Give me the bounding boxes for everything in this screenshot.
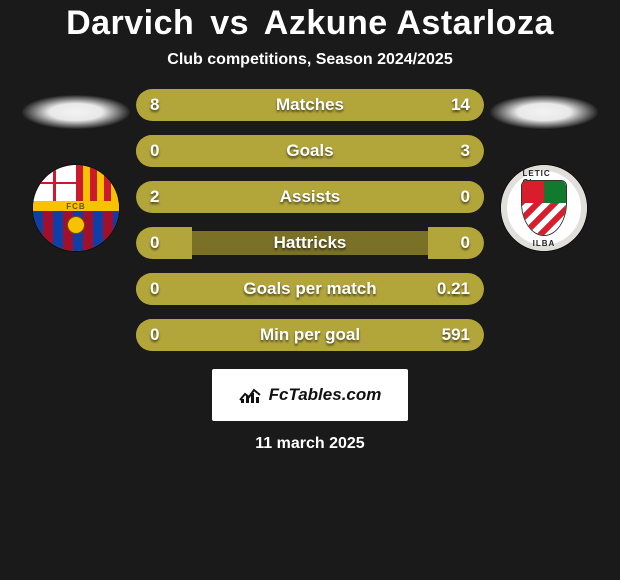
stat-bar: 0Goals3	[136, 135, 484, 167]
player1-name: Darvich	[66, 4, 194, 42]
stat-value-left: 0	[136, 279, 194, 299]
brand-text: FcTables.com	[269, 385, 382, 405]
stat-label: Hattricks	[194, 233, 426, 253]
stat-bar: 0Min per goal591	[136, 319, 484, 351]
stat-label: Matches	[194, 95, 426, 115]
stat-value-right: 0	[426, 187, 484, 207]
chart-icon	[239, 386, 261, 404]
spotlight-right	[490, 95, 598, 129]
content-row: FCB 8Matches140Goals32Assists00Hattricks…	[0, 89, 620, 351]
comparison-card: Darvich vs Azkune Astarloza Club competi…	[0, 0, 620, 580]
stat-value-right: 3	[426, 141, 484, 161]
stat-label: Goals	[194, 141, 426, 161]
stat-label: Assists	[194, 187, 426, 207]
stat-value-right: 591	[426, 325, 484, 345]
player2-name: Azkune Astarloza	[264, 4, 554, 42]
club-crest-right: LETIC CL ILBA	[501, 165, 587, 251]
stat-bar: 2Assists0	[136, 181, 484, 213]
stat-bar: 8Matches14	[136, 89, 484, 121]
stat-value-left: 2	[136, 187, 194, 207]
stat-value-left: 0	[136, 233, 194, 253]
page-title: Darvich vs Azkune Astarloza	[66, 4, 554, 43]
stat-bar: 0Hattricks0	[136, 227, 484, 259]
vs-label: vs	[210, 4, 249, 42]
stat-value-left: 0	[136, 141, 194, 161]
right-column: LETIC CL ILBA	[484, 89, 604, 251]
stat-value-right: 14	[426, 95, 484, 115]
spotlight-left	[22, 95, 130, 129]
stat-label: Goals per match	[194, 279, 426, 299]
club-crest-left: FCB	[33, 165, 119, 251]
date-label: 11 march 2025	[255, 435, 364, 453]
stat-value-right: 0	[426, 233, 484, 253]
stat-value-left: 0	[136, 325, 194, 345]
left-column: FCB	[16, 89, 136, 251]
crest-right-ring-bottom: ILBA	[533, 239, 556, 248]
stat-value-left: 8	[136, 95, 194, 115]
subtitle: Club competitions, Season 2024/2025	[167, 51, 452, 69]
brand-badge: FcTables.com	[212, 369, 408, 421]
stat-label: Min per goal	[194, 325, 426, 345]
stats-column: 8Matches140Goals32Assists00Hattricks00Go…	[136, 89, 484, 351]
stat-bar: 0Goals per match0.21	[136, 273, 484, 305]
crest-left-initials: FCB	[33, 201, 119, 211]
stat-value-right: 0.21	[426, 279, 484, 299]
